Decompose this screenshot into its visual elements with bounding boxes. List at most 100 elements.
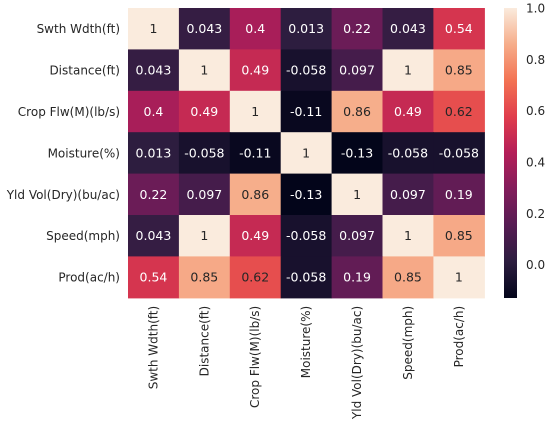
heatmap-cell: [280, 90, 333, 133]
heatmap-cell: [128, 132, 180, 175]
y-tick-label: Swth Wdth(ft): [37, 22, 120, 36]
heatmap-cell: [178, 215, 231, 257]
heatmap-cell: [178, 90, 231, 133]
x-tick-label: Moisture(%): [299, 306, 313, 378]
cell-value-label: 0.013: [288, 21, 324, 36]
heatmap-cell: [128, 173, 180, 216]
heatmap-cell: [229, 90, 282, 133]
x-axis-labels: Swth Wdth(ft) Distance(ft) Crop Flw(M)(lb/…: [146, 306, 465, 420]
y-tick-label: Crop Flw(M)(lb/s): [18, 105, 120, 119]
heatmap-cell: [331, 90, 384, 133]
cell-value-label: 0.097: [390, 187, 426, 202]
y-tick-label: Moisture(%): [48, 146, 120, 160]
heatmap-cell: [331, 49, 384, 92]
cell-value-label: 0.043: [136, 228, 172, 243]
heatmap-cell: [433, 49, 485, 92]
cell-value-label: -0.11: [239, 145, 271, 160]
heatmap-cell: [280, 8, 333, 50]
cell-value-label: 0.49: [241, 228, 269, 243]
cell-value-label: 1: [149, 21, 157, 36]
x-tick-label: Distance(ft): [197, 306, 211, 377]
cell-value-label: 0.49: [241, 63, 269, 78]
cell-value-label: 0.85: [445, 228, 473, 243]
cell-value-label: 0.85: [445, 63, 473, 78]
cell-value-label: 0.097: [339, 228, 375, 243]
heatmap-cell: [382, 256, 434, 299]
cell-value-label: 0.013: [136, 145, 172, 160]
y-tick-label: Yld Vol(Dry)(bu/ac): [6, 188, 120, 202]
x-tick-label: Yld Vol(Dry)(bu/ac): [350, 306, 364, 420]
heatmap-cell: [280, 215, 333, 257]
cell-value-label: 0.22: [140, 187, 168, 202]
cell-value-label: 0.097: [339, 63, 375, 78]
heatmap-cell: [229, 215, 282, 257]
cell-value-label: 1: [200, 228, 208, 243]
colorbar-tick-label: 0.8: [526, 53, 545, 67]
heatmap-cell: [331, 173, 384, 216]
cell-value-label: 1: [404, 63, 412, 78]
heatmap-cell: [331, 8, 384, 50]
cell-value-label: 0.043: [136, 63, 172, 78]
cell-value-label: -0.058: [439, 145, 479, 160]
colorbar-tick-label: 1.0: [526, 2, 545, 16]
colorbar-tick-label: 0.6: [526, 104, 545, 118]
heatmap-cell: [178, 8, 231, 50]
heatmap-cell: [382, 8, 434, 50]
cell-value-label: 0.86: [343, 104, 371, 119]
cell-value-label: 0.22: [343, 21, 371, 36]
heatmap-cell: [229, 256, 282, 299]
heatmap-cells: 1 0.043 0.4 0.013 0.22 0.043 0.54 0.043 1 0.49 -0.…: [128, 8, 485, 299]
heatmap-cell: [178, 173, 231, 216]
heatmap-cell: [229, 173, 282, 216]
cell-value-label: -0.13: [290, 187, 322, 202]
heatmap-cell: [382, 49, 434, 92]
heatmap-cell: [382, 215, 434, 257]
heatmap-cell: [331, 215, 384, 257]
cell-value-label: 0.043: [390, 21, 426, 36]
heatmap-cell: [433, 90, 485, 133]
heatmap-cell: [433, 215, 485, 257]
cell-value-label: 0.54: [445, 21, 473, 36]
cell-value-label: -0.058: [388, 145, 428, 160]
heatmap-cell: [280, 49, 333, 92]
heatmap-cell: [280, 256, 333, 299]
cell-value-label: 0.19: [343, 270, 371, 285]
cell-value-label: -0.11: [290, 104, 322, 119]
heatmap-cell: [280, 132, 333, 175]
cell-value-label: 1: [455, 270, 463, 285]
heatmap-cell: [178, 132, 231, 175]
cell-value-label: 0.49: [190, 104, 218, 119]
colorbar: 0.0 0.2 0.4 0.6 0.8 1.0: [504, 2, 545, 298]
cell-value-label: 0.54: [140, 270, 168, 285]
x-tick-label: Swth Wdth(ft): [146, 306, 160, 389]
cell-value-label: 1: [302, 145, 310, 160]
heatmap-cell: [331, 256, 384, 299]
heatmap-cell: [229, 49, 282, 92]
cell-value-label: 0.097: [186, 187, 222, 202]
cell-value-label: -0.13: [341, 145, 373, 160]
heatmap-cell: [128, 8, 180, 50]
colorbar-tick-label: 0.2: [526, 207, 545, 221]
cell-value-label: 0.043: [186, 21, 222, 36]
y-tick-label: Prod(ac/h): [58, 271, 120, 285]
cell-value-label: 0.85: [394, 270, 422, 285]
cell-value-label: -0.058: [286, 270, 326, 285]
y-axis-labels: Swth Wdth(ft) Distance(ft) Crop Flw(M)(lb/…: [6, 22, 120, 284]
x-tick-label: Speed(mph): [401, 306, 415, 380]
cell-value-label: 0.62: [241, 270, 269, 285]
colorbar-gradient: [504, 8, 517, 298]
cell-value-label: -0.058: [184, 145, 224, 160]
heatmap-cell: [331, 132, 384, 175]
colorbar-tick-label: 0.0: [526, 258, 545, 272]
cell-value-label: 0.49: [394, 104, 422, 119]
cell-value-label: -0.058: [286, 228, 326, 243]
x-tick-label: Prod(ac/h): [452, 306, 466, 368]
heatmap-cell: [128, 215, 180, 257]
heatmap-cell: [433, 132, 485, 175]
cell-value-label: 0.86: [241, 187, 269, 202]
cell-value-label: 0.4: [245, 21, 265, 36]
heatmap-cell: [382, 173, 434, 216]
heatmap-cell: [280, 173, 333, 216]
heatmap-cell: [382, 90, 434, 133]
heatmap-cell: [433, 256, 485, 299]
